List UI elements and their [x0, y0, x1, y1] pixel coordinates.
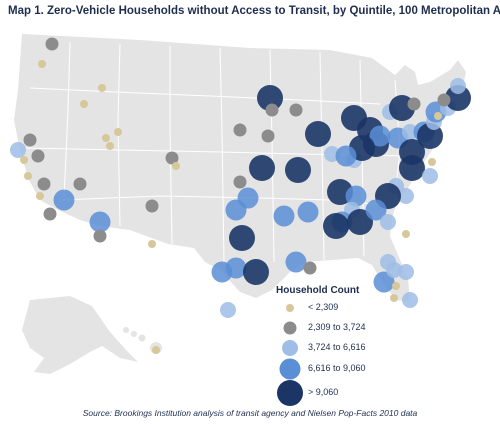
- metro-marker: [257, 85, 283, 111]
- metro-marker: [165, 151, 179, 165]
- map-title: Map 1. Zero-Vehicle Households without A…: [8, 5, 500, 17]
- alaska-shape: [22, 296, 138, 374]
- metro-marker: [345, 185, 367, 207]
- metro-marker: [43, 207, 57, 221]
- metro-marker: [220, 302, 236, 318]
- metro-marker: [225, 257, 247, 279]
- legend-symbol-class-3: [282, 340, 298, 356]
- metro-marker: [402, 292, 418, 308]
- metro-marker: [399, 155, 425, 181]
- metro-marker: [73, 177, 87, 191]
- legend-label-class-1: < 2,309: [308, 302, 339, 312]
- metro-marker: [102, 134, 110, 142]
- legend-label-class-2: 2,309 to 3,724: [308, 322, 366, 332]
- metro-marker: [390, 294, 398, 302]
- metro-marker: [335, 145, 357, 167]
- metro-marker: [365, 199, 387, 221]
- metro-marker: [36, 192, 44, 200]
- metro-marker: [93, 229, 107, 243]
- legend-symbol-class-1: [286, 304, 294, 312]
- metro-marker: [106, 142, 114, 150]
- metro-area-markers: [10, 37, 471, 354]
- metro-marker: [152, 346, 160, 354]
- metro-marker: [98, 84, 106, 92]
- metro-marker: [31, 149, 45, 163]
- metro-marker: [148, 240, 156, 248]
- metro-marker: [303, 261, 317, 275]
- metro-marker: [261, 129, 275, 143]
- metro-marker: [249, 155, 275, 181]
- metro-marker: [38, 60, 46, 68]
- metro-marker: [114, 128, 122, 136]
- metro-marker: [89, 211, 111, 233]
- legend-title: Household Count: [276, 285, 360, 296]
- metro-marker: [23, 133, 37, 147]
- metro-marker: [37, 177, 51, 191]
- metro-marker: [402, 230, 410, 238]
- metro-marker: [289, 103, 303, 117]
- metro-marker: [386, 262, 402, 278]
- metro-marker: [10, 142, 26, 158]
- metro-marker: [233, 123, 247, 137]
- metro-marker: [422, 168, 438, 184]
- legend-symbol-class-4: [279, 358, 301, 380]
- metro-marker: [145, 199, 159, 213]
- metro-marker: [80, 100, 88, 108]
- metro-marker: [402, 124, 418, 140]
- contiguous-us-shape: [14, 34, 466, 302]
- metro-marker: [45, 37, 59, 51]
- metro-marker: [398, 264, 414, 280]
- metro-marker: [172, 162, 180, 170]
- metro-marker: [398, 188, 414, 204]
- metro-marker: [265, 103, 279, 117]
- metro-marker: [225, 199, 247, 221]
- metro-marker: [273, 205, 295, 227]
- metro-marker: [297, 201, 319, 223]
- legend-symbols: [277, 304, 303, 406]
- metro-marker: [233, 175, 247, 189]
- source-note: Source: Brookings Institution analysis o…: [82, 408, 418, 418]
- metro-marker: [20, 156, 28, 164]
- legend-symbol-class-2: [283, 321, 297, 335]
- metro-marker: [347, 209, 373, 235]
- legend-label-class-4: 6,616 to 9,060: [308, 363, 366, 373]
- metro-marker: [229, 225, 255, 251]
- metro-marker: [24, 172, 32, 180]
- metro-marker: [53, 189, 75, 211]
- metro-marker: [243, 259, 269, 285]
- metro-marker: [323, 213, 349, 239]
- legend-label-class-5: > 9,060: [308, 387, 339, 397]
- metro-marker: [434, 112, 442, 120]
- metro-marker: [369, 125, 391, 147]
- metro-marker: [373, 271, 395, 293]
- metro-marker: [445, 85, 471, 111]
- metro-marker: [407, 97, 421, 111]
- metro-marker: [437, 93, 451, 107]
- metro-marker: [305, 121, 331, 147]
- legend-label-class-3: 3,724 to 6,616: [308, 342, 366, 352]
- metro-marker: [285, 251, 307, 273]
- metro-marker: [380, 214, 396, 230]
- metro-marker: [450, 78, 466, 94]
- metro-marker: [392, 282, 400, 290]
- metro-marker: [285, 157, 311, 183]
- legend-symbol-class-5: [277, 380, 303, 406]
- metro-marker: [428, 158, 436, 166]
